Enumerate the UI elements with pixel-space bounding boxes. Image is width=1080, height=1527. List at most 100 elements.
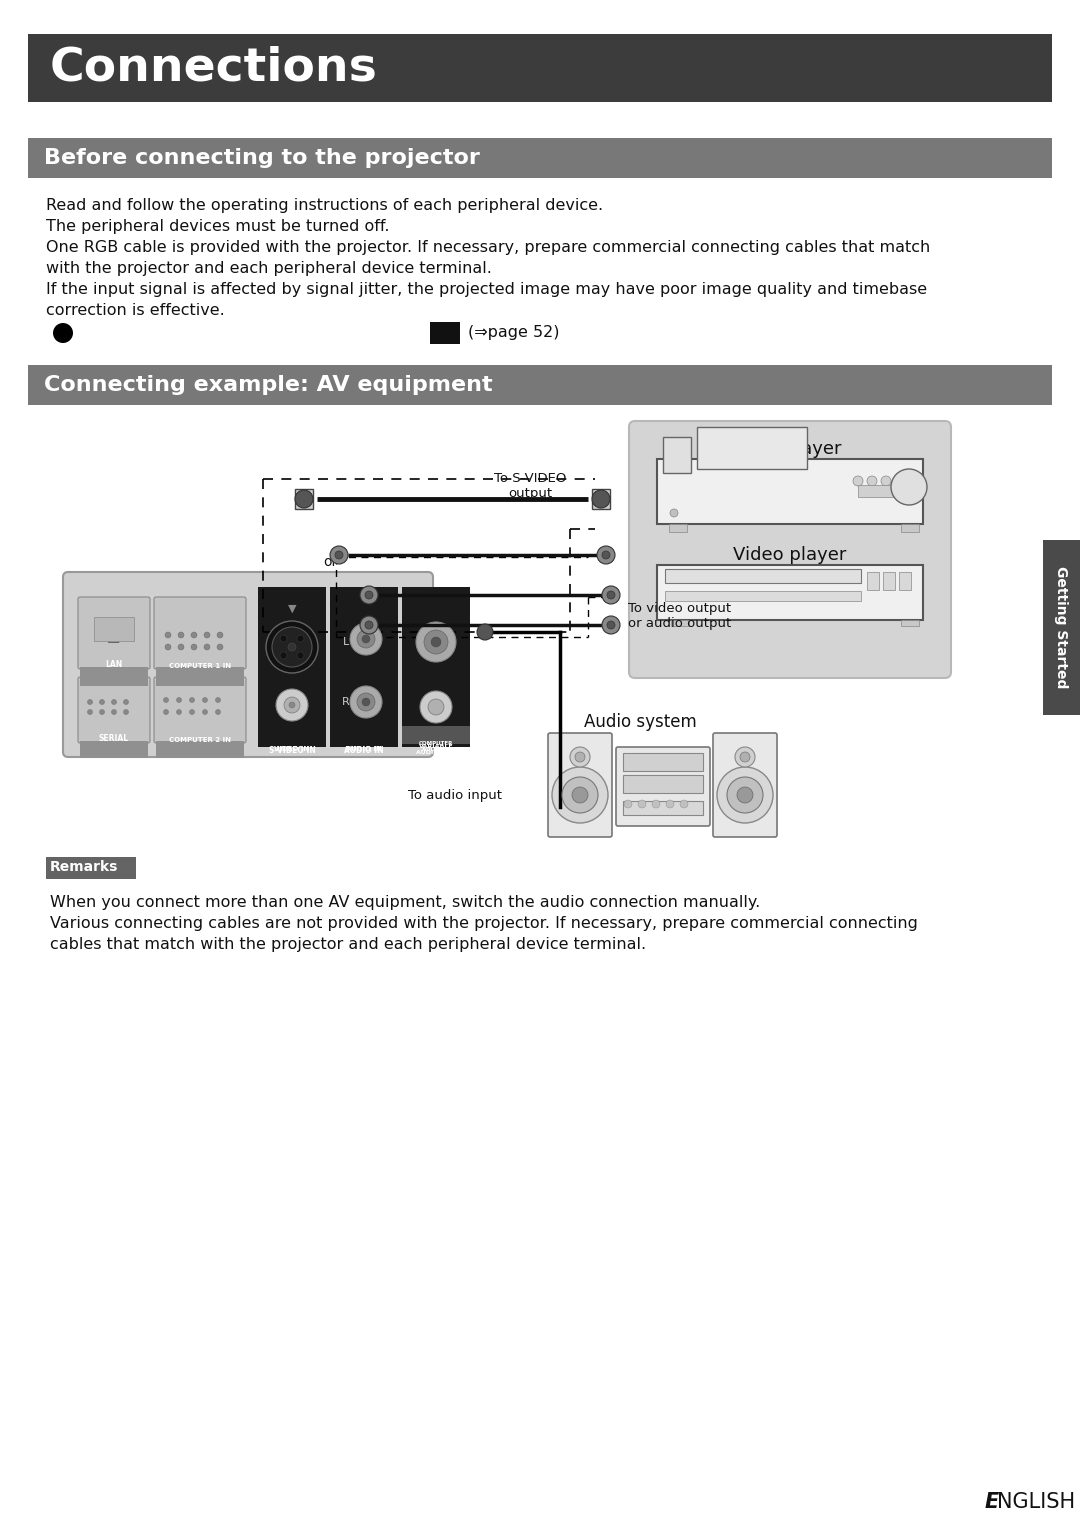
Circle shape [191, 644, 197, 651]
Bar [430, 322, 450, 344]
Circle shape [881, 476, 891, 486]
Circle shape [284, 696, 300, 713]
Circle shape [165, 644, 171, 651]
Circle shape [357, 631, 375, 647]
Circle shape [592, 490, 610, 508]
Circle shape [365, 621, 373, 629]
Circle shape [365, 591, 373, 599]
Circle shape [189, 710, 194, 715]
Circle shape [289, 702, 295, 709]
Circle shape [297, 635, 303, 641]
Circle shape [735, 747, 755, 767]
Circle shape [216, 710, 220, 715]
Bar [80, 741, 148, 759]
Circle shape [111, 710, 117, 715]
Circle shape [163, 710, 168, 715]
Circle shape [362, 635, 370, 643]
Circle shape [853, 476, 863, 486]
Bar [623, 776, 703, 793]
FancyBboxPatch shape [154, 597, 246, 669]
Circle shape [624, 800, 632, 808]
Circle shape [189, 698, 194, 702]
Text: R: R [342, 696, 350, 707]
FancyBboxPatch shape [657, 565, 923, 620]
Circle shape [570, 747, 590, 767]
FancyBboxPatch shape [629, 421, 951, 678]
Circle shape [602, 586, 620, 605]
Circle shape [204, 632, 210, 638]
Bar [46, 857, 136, 880]
Circle shape [891, 469, 927, 505]
Circle shape [737, 786, 753, 803]
Circle shape [165, 632, 171, 638]
Text: When you connect more than one AV equipment, switch the audio connection manuall: When you connect more than one AV equipm… [50, 895, 760, 910]
FancyBboxPatch shape [63, 573, 433, 757]
Text: or: or [323, 554, 337, 570]
Bar [295, 489, 313, 508]
FancyBboxPatch shape [616, 747, 710, 826]
Circle shape [575, 751, 585, 762]
Circle shape [670, 508, 678, 518]
FancyBboxPatch shape [657, 460, 923, 524]
FancyBboxPatch shape [154, 676, 246, 744]
Text: VIDEO IN: VIDEO IN [274, 747, 310, 751]
Circle shape [350, 686, 382, 718]
Circle shape [602, 615, 620, 634]
Text: LAN: LAN [106, 660, 123, 669]
Circle shape [652, 800, 660, 808]
Circle shape [666, 800, 674, 808]
Bar [258, 725, 326, 744]
Circle shape [178, 644, 184, 651]
Circle shape [123, 699, 129, 704]
Bar [867, 573, 879, 589]
Circle shape [217, 644, 222, 651]
Circle shape [680, 800, 688, 808]
Circle shape [203, 698, 207, 702]
Bar [663, 437, 691, 473]
Circle shape [87, 699, 93, 704]
Circle shape [87, 710, 93, 715]
Circle shape [216, 698, 220, 702]
Bar [623, 753, 703, 771]
Circle shape [431, 637, 441, 647]
Circle shape [266, 621, 318, 673]
Bar [258, 738, 326, 747]
Circle shape [53, 324, 73, 344]
FancyBboxPatch shape [78, 676, 150, 744]
Circle shape [178, 632, 184, 638]
Text: 主: 主 [107, 623, 121, 643]
Text: Video player: Video player [733, 547, 847, 563]
Bar [592, 489, 610, 508]
Circle shape [638, 800, 646, 808]
Circle shape [607, 621, 615, 629]
Text: To video output
or audio output: To video output or audio output [627, 602, 731, 631]
Text: correction is effective.: correction is effective. [46, 302, 225, 318]
Circle shape [297, 652, 303, 660]
Text: Before connecting to the projector: Before connecting to the projector [44, 148, 480, 168]
Circle shape [163, 698, 168, 702]
Circle shape [717, 767, 773, 823]
Text: cables that match with the projector and each peripheral device terminal.: cables that match with the projector and… [50, 938, 646, 951]
Text: E: E [985, 1492, 999, 1512]
Circle shape [123, 710, 129, 715]
Circle shape [360, 586, 378, 605]
Circle shape [416, 621, 456, 663]
Circle shape [572, 786, 588, 803]
Circle shape [357, 693, 375, 712]
Circle shape [428, 699, 444, 715]
Circle shape [203, 710, 207, 715]
Circle shape [867, 476, 877, 486]
Bar [28, 34, 1052, 102]
Bar [883, 573, 895, 589]
Circle shape [272, 628, 312, 667]
Bar [901, 620, 919, 626]
Bar [697, 428, 807, 469]
Text: To audio input: To audio input [408, 788, 502, 802]
Circle shape [607, 591, 615, 599]
Text: ▼: ▼ [287, 605, 296, 614]
Text: To S-VIDEO
output: To S-VIDEO output [494, 472, 566, 499]
Bar [402, 725, 470, 744]
Circle shape [191, 632, 197, 638]
Text: SERIAL: SERIAL [99, 734, 130, 744]
Bar [665, 591, 861, 602]
